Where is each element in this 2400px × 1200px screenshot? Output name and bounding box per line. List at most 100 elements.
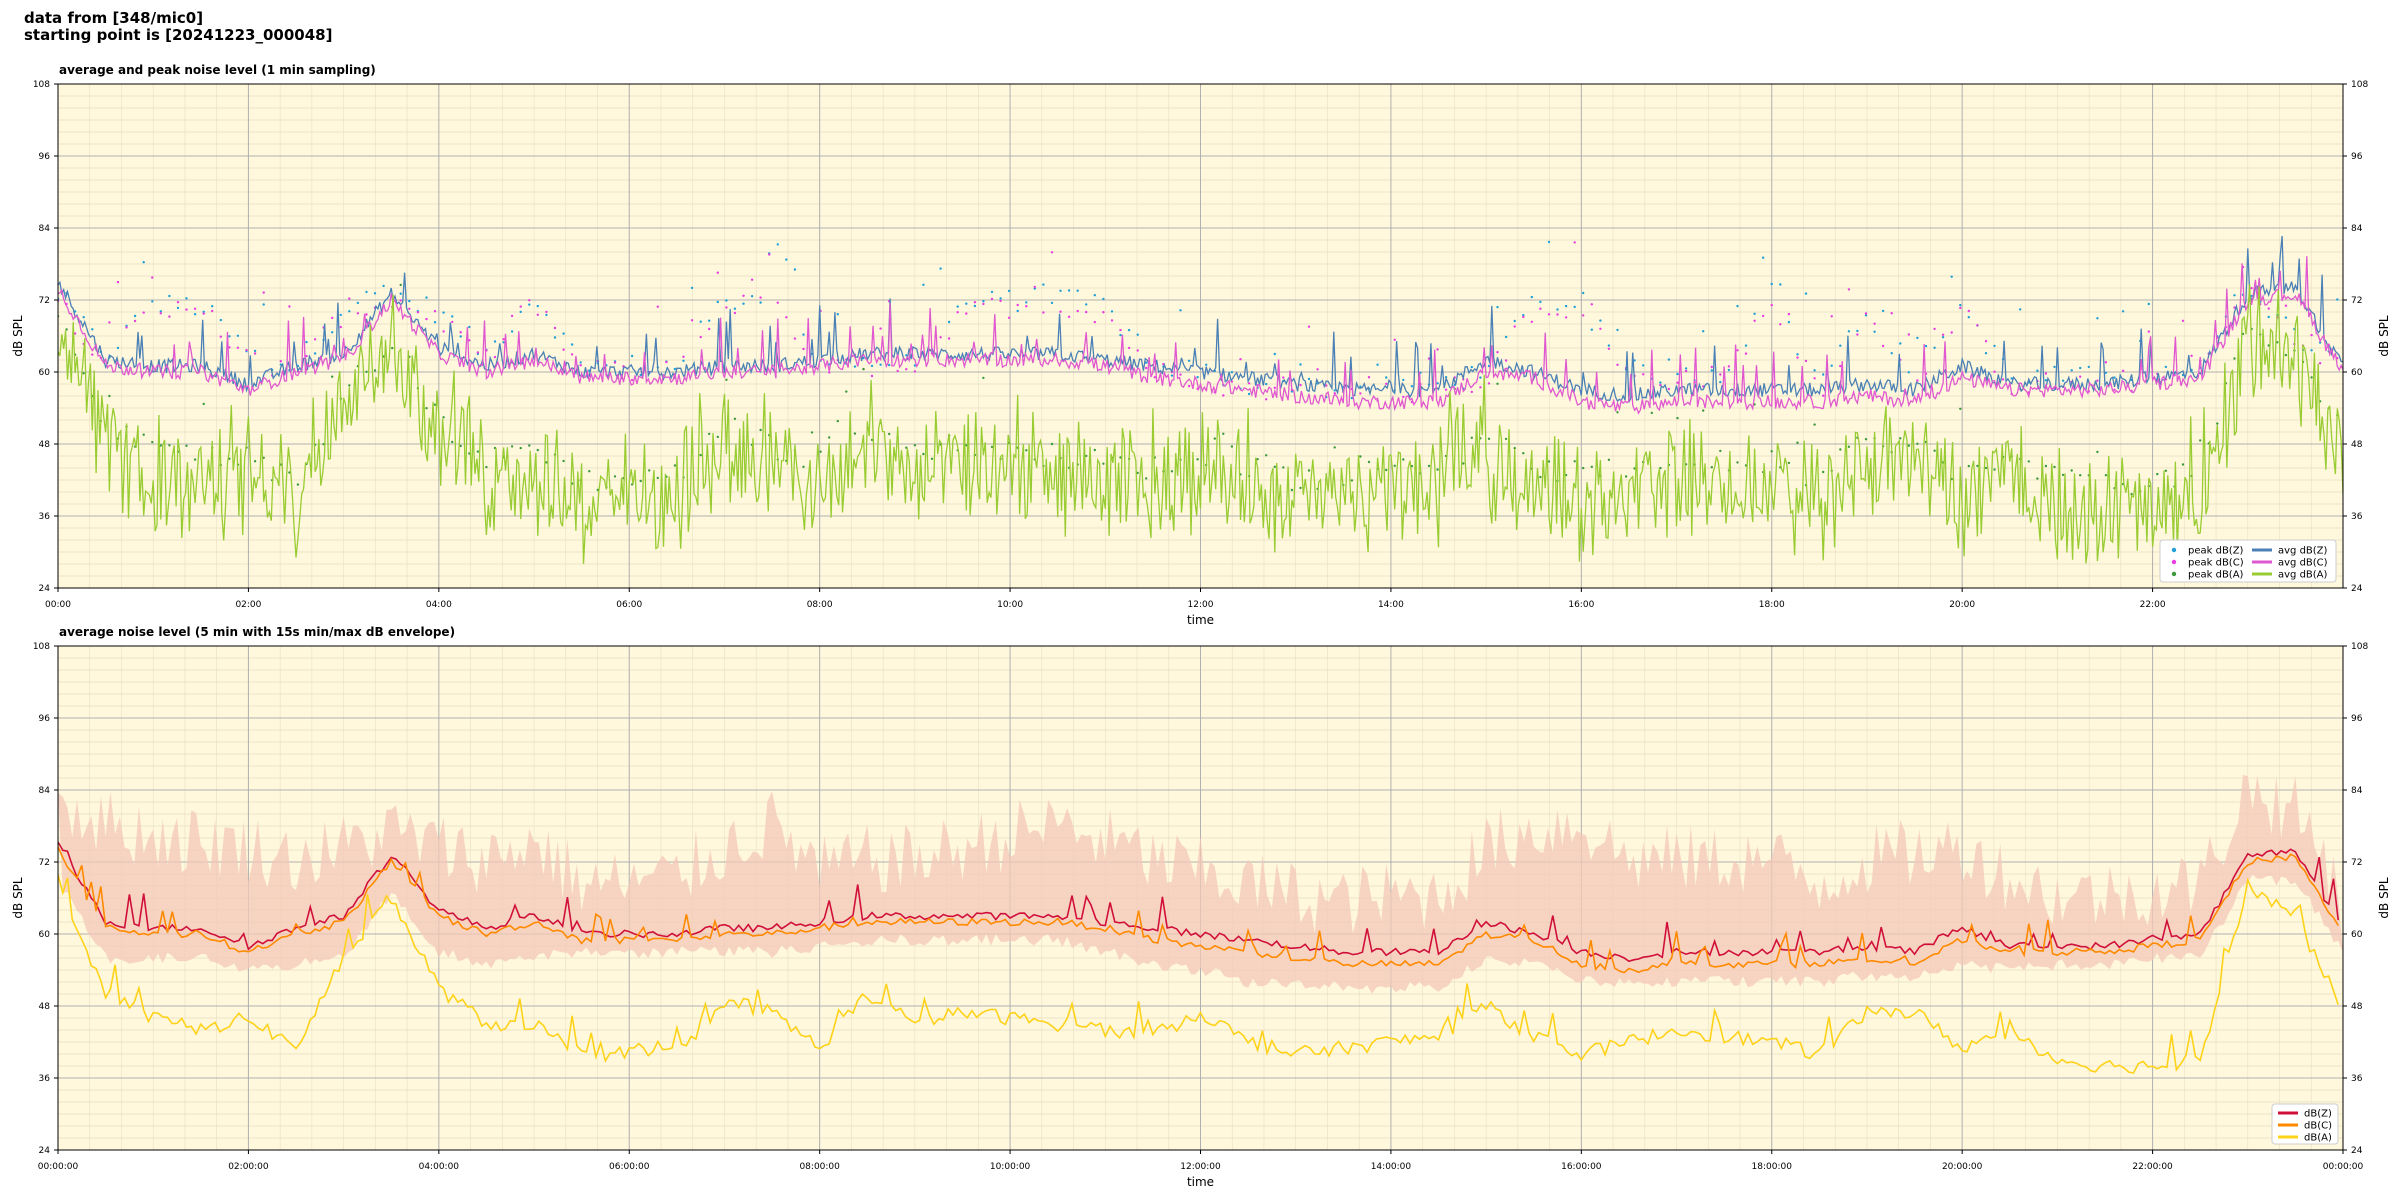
- peak-point: [1513, 319, 1516, 323]
- x-tick-label: 14:00:00: [1371, 1162, 1412, 1172]
- peak-point: [253, 352, 257, 355]
- peak-point: [1659, 381, 1662, 384]
- peak-point: [1744, 352, 1748, 355]
- peak-point: [2181, 463, 2185, 466]
- peak-point: [1616, 363, 1619, 366]
- peak-point: [1093, 294, 1097, 297]
- y-tick-label-left: 48: [39, 440, 51, 450]
- peak-point: [536, 313, 539, 316]
- peak-point: [656, 476, 659, 480]
- peak-point: [802, 333, 805, 336]
- peak-point: [699, 453, 702, 457]
- peak-point: [785, 258, 788, 261]
- peak-point: [1050, 442, 1054, 446]
- peak-point: [1110, 310, 1114, 313]
- y-tick-label-right: 72: [2351, 858, 2362, 868]
- peak-point: [1676, 372, 1679, 376]
- peak-point: [151, 276, 154, 279]
- peak-point: [1864, 314, 1868, 317]
- peak-point: [1933, 449, 1936, 452]
- peak-point: [1881, 309, 1885, 313]
- peak-point: [305, 354, 308, 358]
- peak-point: [2318, 341, 2322, 344]
- legend-marker: [2171, 571, 2177, 577]
- peak-point: [1839, 364, 1842, 368]
- peak-point: [1196, 376, 1199, 379]
- peak-point: [1941, 333, 1945, 336]
- peak-point: [228, 335, 231, 338]
- peak-point: [1582, 466, 1585, 470]
- peak-point: [313, 338, 317, 341]
- peak-point: [519, 446, 522, 450]
- peak-point: [502, 338, 505, 341]
- peak-point: [142, 261, 145, 264]
- peak-point: [1710, 369, 1714, 372]
- peak-point: [982, 302, 985, 306]
- peak-point: [1513, 446, 1516, 450]
- peak-point: [2233, 294, 2236, 297]
- peak-point: [1504, 335, 1508, 339]
- peak-point: [1033, 285, 1037, 289]
- peak-point: [219, 335, 222, 338]
- peak-point: [682, 359, 685, 362]
- peak-point: [1976, 324, 1979, 327]
- peak-point: [356, 301, 360, 305]
- peak-point: [1719, 449, 1722, 453]
- peak-point: [725, 299, 728, 302]
- x-axis-label: time: [1187, 1175, 1214, 1189]
- peak-point: [1350, 479, 1354, 482]
- peak-point: [562, 332, 565, 335]
- peak-point: [1265, 398, 1268, 401]
- peak-point: [356, 312, 360, 315]
- peak-point: [1042, 311, 1045, 314]
- peak-point: [2276, 341, 2279, 344]
- peak-point: [245, 348, 248, 352]
- peak-point: [2121, 310, 2125, 313]
- peak-point: [2027, 460, 2031, 463]
- peak-point: [1933, 346, 1936, 349]
- peak-point: [1573, 460, 1576, 463]
- peak-point: [1504, 359, 1508, 362]
- peak-point: [502, 341, 505, 344]
- peak-point: [348, 384, 351, 387]
- peak-point: [545, 461, 548, 464]
- peak-point: [570, 353, 574, 356]
- y-tick-label-left: 96: [39, 152, 51, 162]
- peak-point: [708, 432, 711, 436]
- peak-point: [476, 450, 480, 453]
- peak-point: [1556, 313, 1559, 316]
- legend-label: peak dB(Z): [2188, 546, 2244, 557]
- peak-point: [1710, 466, 1714, 469]
- peak-point: [151, 440, 154, 444]
- x-tick-label: 22:00:00: [2132, 1162, 2173, 1172]
- peak-point: [828, 436, 831, 439]
- peak-point: [408, 299, 411, 303]
- peak-point: [1676, 416, 1679, 420]
- peak-point: [665, 360, 668, 364]
- peak-point: [1436, 468, 1439, 471]
- peak-point: [1642, 373, 1645, 376]
- peak-point: [1299, 363, 1302, 366]
- peak-point: [228, 346, 231, 349]
- peak-point: [1993, 344, 1996, 348]
- peak-point: [1153, 376, 1157, 379]
- peak-point: [562, 459, 565, 463]
- peak-point: [1822, 394, 1825, 397]
- peak-point: [545, 310, 548, 314]
- peak-point: [2044, 372, 2048, 375]
- x-tick-label: 14:00: [1378, 600, 1404, 610]
- peak-point: [802, 465, 805, 468]
- peak-point: [168, 444, 171, 447]
- peak-point: [331, 375, 334, 378]
- peak-point: [1779, 283, 1782, 286]
- peak-point: [1762, 256, 1765, 259]
- peak-point: [930, 457, 934, 460]
- peak-point: [2079, 375, 2082, 378]
- peak-point: [2070, 469, 2073, 472]
- peak-point: [1847, 288, 1851, 291]
- y-tick-label-left: 60: [39, 368, 51, 378]
- y-tick-label-right: 108: [2351, 642, 2368, 652]
- peak-point: [1222, 432, 1225, 435]
- peak-point: [870, 374, 874, 378]
